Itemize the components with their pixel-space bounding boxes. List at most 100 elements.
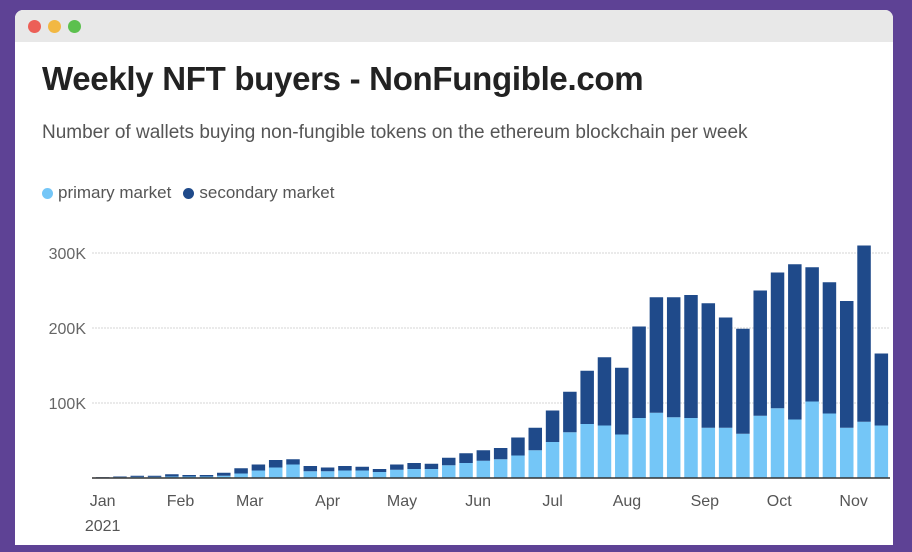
bar-secondary (251, 464, 266, 471)
bar-secondary (615, 367, 629, 435)
bar-primary (320, 471, 335, 478)
bar-secondary (839, 301, 854, 428)
bar-secondary (407, 463, 421, 469)
bar-secondary (805, 267, 819, 402)
bar-primary (615, 434, 629, 478)
bar-secondary (320, 467, 335, 472)
bar-primary (303, 471, 318, 478)
bar-secondary (528, 427, 543, 451)
legend-swatch (183, 188, 195, 200)
legend-item-primary: primary market (42, 183, 171, 203)
bar-primary (788, 419, 802, 478)
bar-secondary (217, 472, 231, 476)
bar-primary (580, 424, 594, 478)
bar-secondary (753, 290, 767, 416)
bar-primary (459, 463, 473, 478)
bar-secondary (476, 450, 491, 461)
bar-secondary (372, 469, 387, 472)
bar-secondary (511, 437, 525, 456)
bar-primary (217, 475, 231, 478)
bar-primary (355, 470, 369, 478)
bar-secondary (580, 370, 594, 424)
bar-secondary (441, 457, 456, 466)
bar-primary (701, 427, 716, 478)
bar-secondary (268, 460, 283, 468)
bar-secondary (234, 468, 248, 474)
bar-primary (684, 418, 698, 478)
bar-primary (251, 470, 266, 478)
bar-secondary (822, 282, 837, 414)
bar-secondary (770, 272, 785, 409)
bar-primary (736, 433, 750, 478)
bar-primary (234, 473, 248, 478)
bar-primary (718, 427, 733, 478)
bar-primary (390, 469, 404, 478)
bar-secondary (390, 464, 404, 470)
bar-primary (649, 412, 664, 478)
bar-primary (511, 455, 525, 478)
bar-secondary (684, 295, 698, 418)
bar-primary (441, 465, 456, 478)
bar-primary (528, 450, 543, 478)
legend-label: secondary market (199, 183, 335, 202)
y-tick-label: 200K (49, 321, 87, 338)
bar-primary (632, 418, 646, 478)
bar-primary (874, 425, 889, 478)
x-year-label: 2021 (85, 518, 121, 535)
bar-primary (372, 472, 387, 478)
browser-window: Weekly NFT buyers - NonFungible.com Numb… (15, 10, 893, 545)
bar-secondary (788, 264, 802, 420)
x-tick-label: Sep (691, 493, 720, 510)
bar-primary (597, 425, 612, 478)
bar-secondary (165, 474, 179, 477)
bar-secondary (182, 475, 196, 477)
bar-primary (753, 415, 767, 478)
y-tick-label: 100K (49, 396, 87, 413)
bar-primary (805, 401, 819, 478)
bar-secondary (563, 391, 577, 433)
x-tick-label: May (387, 493, 417, 510)
maximize-icon[interactable] (68, 20, 81, 33)
legend: primary market secondary market (42, 183, 334, 203)
bar-secondary (147, 475, 162, 477)
bar-secondary (424, 463, 439, 469)
bar-secondary (130, 475, 145, 477)
bar-secondary (199, 475, 214, 477)
bar-secondary (874, 353, 889, 426)
bar-primary (857, 421, 871, 478)
close-icon[interactable] (28, 20, 41, 33)
bar-secondary (286, 459, 300, 465)
y-tick-label: 300K (49, 246, 87, 263)
x-tick-label: Oct (767, 493, 792, 510)
bar-primary (770, 408, 785, 478)
bar-primary (839, 427, 854, 478)
bar-primary (407, 469, 421, 478)
bar-secondary (597, 357, 612, 426)
bar-primary (476, 460, 491, 478)
x-tick-label: Jan (90, 493, 116, 510)
bar-secondary (545, 410, 560, 442)
bar-primary (286, 464, 300, 478)
minimize-icon[interactable] (48, 20, 61, 33)
bar-secondary (493, 448, 508, 460)
legend-item-secondary: secondary market (183, 183, 334, 203)
bar-primary (338, 470, 352, 478)
chart-title: Weekly NFT buyers - NonFungible.com (42, 60, 644, 97)
bar-secondary (632, 326, 646, 418)
x-tick-label: Jul (542, 493, 562, 510)
x-tick-label: Nov (839, 493, 867, 510)
legend-swatch (42, 188, 53, 200)
bar-secondary (701, 303, 716, 428)
bar-secondary (459, 453, 473, 463)
title-bar (15, 10, 893, 42)
x-tick-label: Jun (465, 493, 491, 510)
bar-secondary (303, 466, 318, 472)
bar-secondary (338, 466, 352, 471)
x-tick-label: Feb (167, 493, 195, 510)
bar-primary (268, 467, 283, 478)
bar-secondary (718, 317, 733, 428)
x-tick-label: Mar (236, 493, 264, 510)
bar-primary (563, 432, 577, 478)
bar-secondary (355, 466, 369, 471)
